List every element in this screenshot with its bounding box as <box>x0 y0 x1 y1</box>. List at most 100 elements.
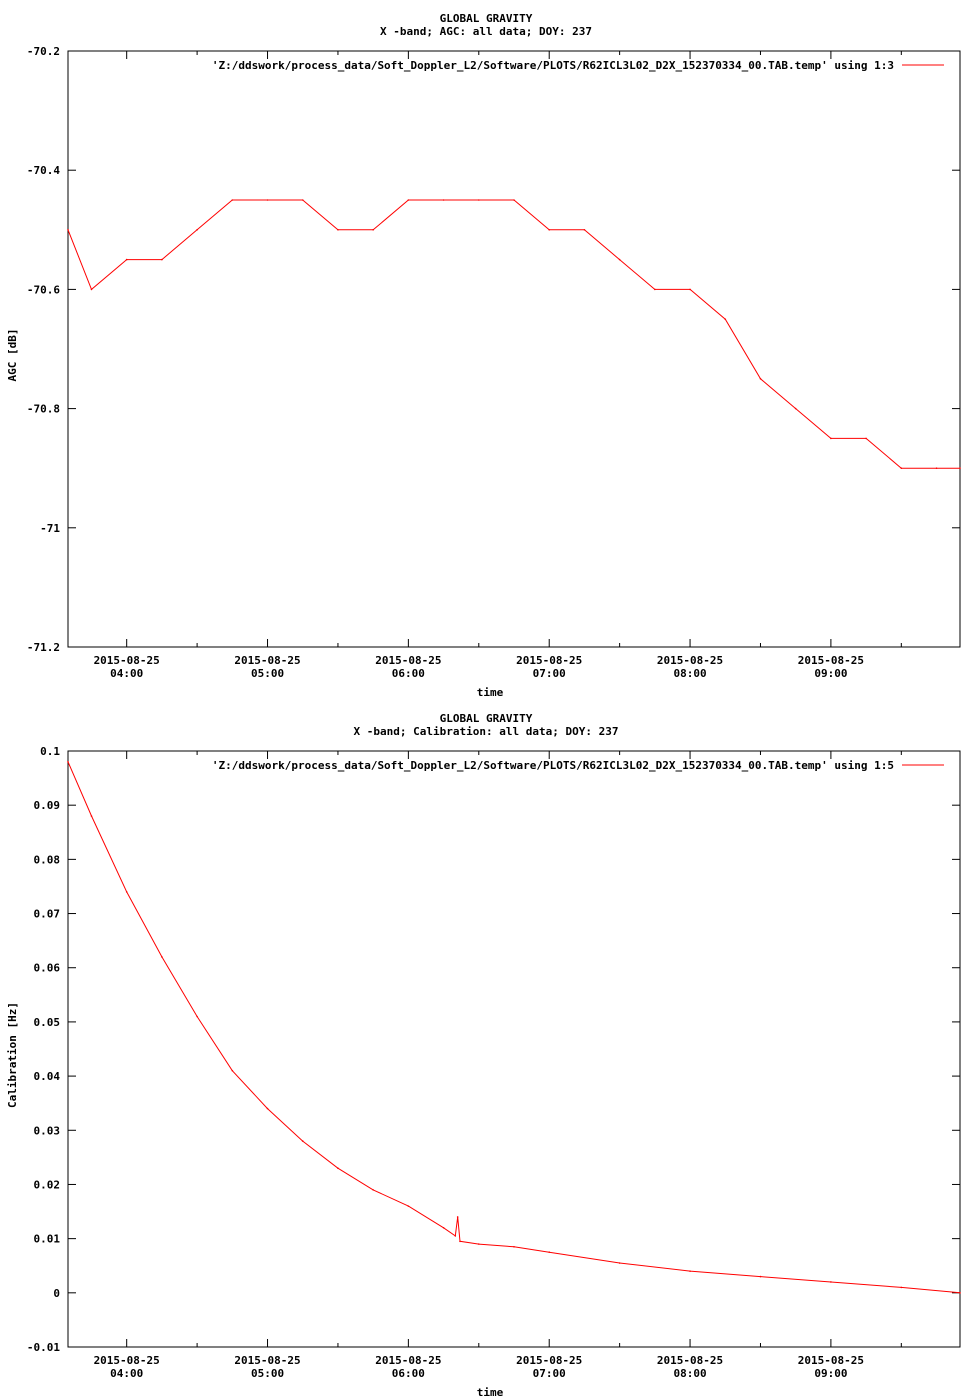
chart1-y-tick-label: 0.04 <box>34 1070 61 1083</box>
chart1-x-tick-time: 05:00 <box>251 1367 284 1380</box>
chart1-data-point <box>301 1140 304 1142</box>
chart1-data-point <box>454 1235 457 1237</box>
chart1-x-tick-time: 08:00 <box>673 1367 706 1380</box>
chart1-x-tick-date: 2015-08-25 <box>94 1354 160 1367</box>
chart1-y-tick-label: -0.01 <box>27 1341 60 1354</box>
chart0-data-point <box>67 229 69 231</box>
chart1-data-point <box>830 1281 832 1283</box>
chart0-y-tick-label: -70.2 <box>27 45 60 58</box>
chart0-x-tick-date: 2015-08-25 <box>516 654 582 667</box>
chart1-data-point <box>513 1245 515 1248</box>
chart0-x-tick-time: 06:00 <box>392 667 425 680</box>
chart0-data-point <box>959 467 961 470</box>
chart0-data-point <box>477 199 480 201</box>
chart1-data-point <box>548 1251 551 1253</box>
chart1-x-tick-time: 07:00 <box>533 1367 566 1380</box>
chart1-data-point <box>196 1015 198 1018</box>
chart0-x-tick-date: 2015-08-25 <box>375 654 441 667</box>
chart0-y-tick-label: -70.8 <box>27 403 60 416</box>
chart0-data-point <box>513 199 515 201</box>
chart0-data-point <box>759 378 762 380</box>
chart0-x-tick-time: 05:00 <box>251 667 284 680</box>
chart1-data-point <box>161 956 163 958</box>
chart1-data-point <box>337 1167 339 1169</box>
chart0-data-point <box>830 437 832 440</box>
chart1-series-line <box>67 761 961 1294</box>
chart1-data-point <box>618 1262 621 1264</box>
chart0-data-point <box>372 229 374 231</box>
chart0-data-point <box>337 229 339 231</box>
chart1-x-tick-date: 2015-08-25 <box>657 1354 723 1367</box>
chart0-data-point <box>618 258 621 261</box>
chart0-data-point <box>407 199 410 201</box>
chart0-x-tick-date: 2015-08-25 <box>234 654 300 667</box>
chart1-data-point <box>759 1275 762 1278</box>
chart0-data-point <box>654 288 656 291</box>
chart0-data-point <box>548 229 551 231</box>
chart0-data-point <box>231 199 234 201</box>
chart0-data-point <box>125 258 128 261</box>
chart0-data-point <box>90 288 93 291</box>
chart0-y-tick-label: -70.6 <box>27 283 60 296</box>
chart1-y-tick-label: 0 <box>53 1287 60 1300</box>
chart0-x-tick-date: 2015-08-25 <box>94 654 160 667</box>
chart1-y-axis-label: Calibration [Hz] <box>6 1002 19 1108</box>
chart1-plot-frame <box>67 750 961 1348</box>
chart1-y-tick-label: 0.07 <box>34 908 61 921</box>
chart1-data-point <box>477 1243 480 1245</box>
chart0-data-point <box>442 199 445 201</box>
chart1-x-tick-date: 2015-08-25 <box>234 1354 300 1367</box>
chart1-y-tick-label: 0.09 <box>34 799 61 812</box>
chart1-data-point <box>900 1286 903 1289</box>
chart0-y-tick-label: -71 <box>40 522 60 535</box>
chart0-data-point <box>301 199 304 201</box>
chart0-series-line <box>67 199 960 469</box>
chart0-subtitle: X -band; AGC: all data; DOY: 237 <box>380 25 592 38</box>
chart0-x-tick-time: 08:00 <box>673 667 706 680</box>
chart1-y-tick-label: 0.01 <box>34 1233 61 1246</box>
chart1-y-tick-label: 0.03 <box>34 1124 61 1137</box>
chart1-data-point <box>125 891 128 893</box>
chart1-title: GLOBAL GRAVITY <box>440 712 533 725</box>
chart1-x-tick-time: 09:00 <box>814 1367 847 1380</box>
chart0-data-point <box>196 229 198 231</box>
chart1-y-tick-label: 0.06 <box>34 962 61 975</box>
chart0-legend-label: 'Z:/ddswork/process_data/Soft_Doppler_L2… <box>212 59 894 72</box>
chart1-x-tick-time: 06:00 <box>392 1367 425 1380</box>
chart1-data-point <box>372 1189 374 1191</box>
chart0-x-tick-date: 2015-08-25 <box>657 654 723 667</box>
chart1-x-tick-date: 2015-08-25 <box>798 1354 864 1367</box>
chart1-y-tick-label: 0.02 <box>34 1178 61 1191</box>
chart0-data-point <box>689 288 691 291</box>
chart1-x-tick-time: 04:00 <box>110 1367 143 1380</box>
chart0-title: GLOBAL GRAVITY <box>440 12 533 25</box>
chart1-data-point <box>442 1227 445 1229</box>
chart1-y-tick-label: 0.05 <box>34 1016 61 1029</box>
chart0-data-point <box>865 437 867 440</box>
chart1-subtitle: X -band; Calibration: all data; DOY: 237 <box>354 725 619 738</box>
chart1-data-point <box>689 1270 691 1272</box>
chart0-y-tick-label: -70.4 <box>27 164 60 177</box>
chart1-data-point <box>459 1240 461 1243</box>
chart1-data-point <box>959 1292 961 1294</box>
chart1-data-point <box>407 1205 410 1207</box>
chart1-data-point <box>90 815 93 817</box>
chart0-data-point <box>266 199 269 201</box>
chart1-data-point <box>456 1216 459 1218</box>
chart1-x-tick-date: 2015-08-25 <box>516 1354 582 1367</box>
chart0-data-point <box>724 318 727 321</box>
chart0-data-point <box>583 229 586 231</box>
chart1-data-point <box>266 1107 269 1110</box>
chart0-x-tick-time: 09:00 <box>814 667 847 680</box>
chart1-legend-label: 'Z:/ddswork/process_data/Soft_Doppler_L2… <box>212 759 894 772</box>
chart1-y-tick-label: 0.1 <box>40 745 60 758</box>
chart0-data-point <box>935 467 938 470</box>
chart0-x-tick-time: 07:00 <box>533 667 566 680</box>
chart1-data-point <box>231 1069 234 1072</box>
chart0-plot-frame <box>67 50 961 648</box>
chart0-y-tick-label: -71.2 <box>27 641 60 654</box>
chart0-x-tick-date: 2015-08-25 <box>798 654 864 667</box>
chart0-x-tick-time: 04:00 <box>110 667 143 680</box>
